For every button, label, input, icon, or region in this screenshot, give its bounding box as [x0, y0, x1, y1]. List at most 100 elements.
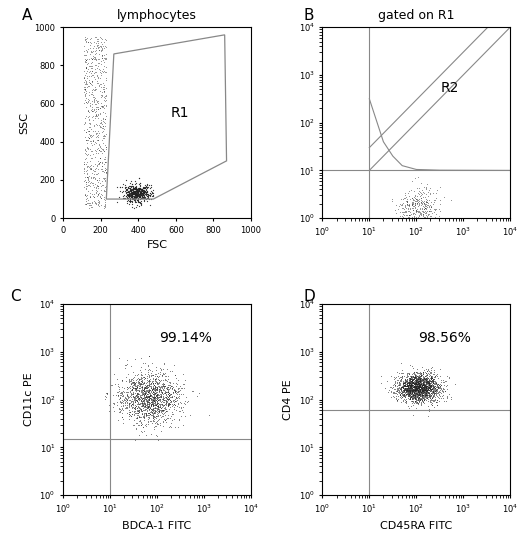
Point: [123, 360, 131, 368]
Point: [89, 97, 98, 106]
Point: [86, 120, 94, 129]
Point: [409, 387, 418, 396]
Point: [97, 38, 105, 46]
Point: [93, 187, 101, 195]
Point: [154, 399, 162, 407]
Point: [128, 187, 136, 196]
Point: [177, 384, 186, 393]
Point: [408, 380, 416, 389]
Point: [144, 183, 152, 191]
Point: [410, 384, 419, 392]
Point: [418, 392, 426, 400]
Point: [145, 380, 154, 388]
Point: [126, 181, 134, 190]
Point: [95, 145, 104, 154]
Point: [404, 384, 413, 392]
Point: [407, 385, 416, 393]
Point: [406, 387, 414, 396]
Point: [426, 219, 434, 227]
Point: [88, 116, 97, 125]
Point: [123, 188, 132, 197]
Point: [422, 385, 430, 393]
Point: [412, 224, 421, 233]
Point: [421, 390, 429, 398]
Point: [425, 380, 433, 389]
Point: [153, 371, 161, 380]
Point: [168, 393, 176, 402]
Point: [416, 387, 424, 395]
Point: [414, 216, 423, 225]
Point: [396, 388, 404, 397]
Point: [138, 387, 146, 396]
Point: [88, 132, 96, 140]
Point: [80, 177, 88, 186]
Point: [408, 386, 416, 395]
Point: [438, 387, 447, 396]
Point: [426, 386, 434, 394]
Point: [414, 384, 422, 392]
Point: [143, 397, 151, 406]
Point: [156, 402, 165, 411]
Point: [90, 41, 99, 50]
Point: [150, 413, 158, 422]
Point: [149, 192, 158, 201]
Point: [160, 358, 168, 367]
Point: [151, 397, 159, 406]
Point: [166, 377, 174, 386]
Point: [423, 379, 432, 387]
Point: [401, 379, 409, 387]
Point: [404, 382, 412, 391]
Point: [419, 380, 428, 389]
Point: [129, 380, 138, 389]
Point: [428, 216, 437, 225]
Point: [144, 398, 153, 406]
Point: [411, 199, 419, 208]
Point: [428, 388, 437, 397]
Point: [86, 50, 94, 58]
Point: [108, 380, 116, 389]
Point: [417, 387, 426, 396]
Point: [419, 391, 427, 400]
Point: [430, 367, 438, 376]
Point: [420, 386, 429, 395]
Point: [418, 380, 427, 389]
Point: [128, 191, 136, 200]
Point: [413, 380, 421, 389]
Point: [168, 382, 177, 391]
Point: [148, 389, 156, 398]
Point: [143, 382, 151, 391]
Point: [423, 393, 431, 402]
Point: [164, 390, 173, 399]
Point: [423, 385, 431, 394]
Point: [116, 187, 125, 196]
Point: [406, 375, 414, 384]
Point: [426, 373, 434, 382]
Point: [421, 375, 430, 384]
Point: [421, 385, 429, 394]
Point: [92, 99, 100, 108]
Point: [405, 392, 413, 400]
Point: [149, 398, 157, 406]
Point: [414, 386, 422, 394]
Point: [84, 177, 93, 186]
Point: [407, 384, 415, 392]
Point: [420, 376, 428, 385]
Point: [404, 386, 412, 394]
Point: [418, 388, 426, 397]
Point: [125, 400, 134, 409]
Point: [152, 396, 160, 405]
Point: [402, 380, 410, 388]
Point: [403, 370, 411, 379]
Point: [400, 381, 408, 390]
Point: [97, 182, 105, 191]
Point: [422, 392, 431, 401]
Point: [406, 379, 414, 387]
Point: [134, 411, 142, 419]
Point: [416, 373, 424, 381]
Point: [87, 202, 95, 211]
Point: [117, 376, 126, 385]
Point: [417, 389, 425, 398]
Point: [126, 392, 134, 400]
Point: [150, 400, 159, 409]
Point: [132, 401, 140, 410]
